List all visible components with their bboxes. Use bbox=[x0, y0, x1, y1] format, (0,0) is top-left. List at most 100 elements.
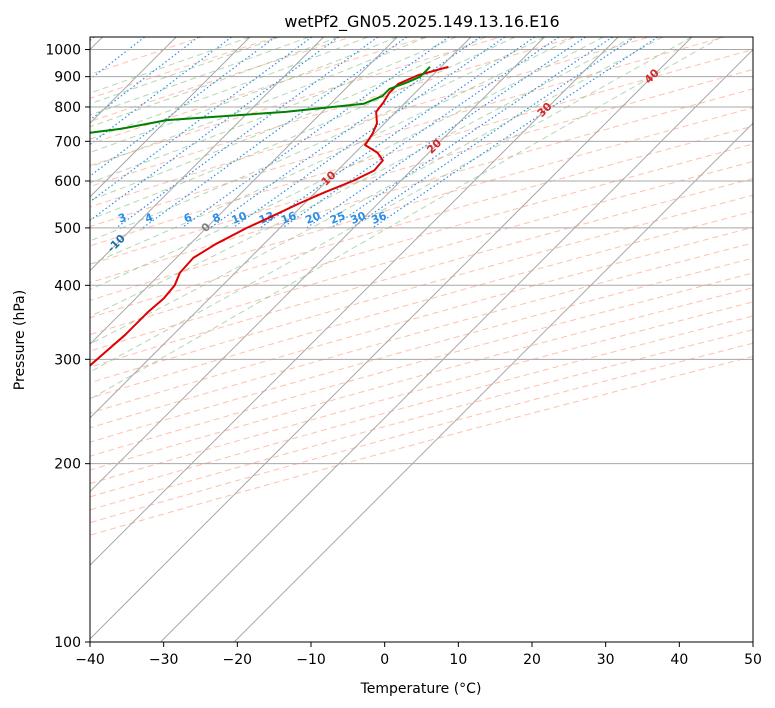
mixing-ratio-label: 16 bbox=[279, 209, 298, 227]
isotherms bbox=[90, 37, 753, 642]
y-tick-label: 500 bbox=[54, 221, 81, 237]
mixing-ratio-line bbox=[351, 37, 636, 229]
moist-adiabat-line bbox=[90, 37, 309, 116]
mixing-ratio-label: 20 bbox=[303, 209, 322, 227]
x-tick-label: 30 bbox=[597, 652, 615, 668]
moist-adiabat-line bbox=[90, 37, 457, 184]
moist-adiabat-line bbox=[90, 37, 280, 105]
x-tick-label: 0 bbox=[380, 652, 389, 668]
moist-adiabat-line bbox=[90, 37, 398, 154]
y-axis-title: Pressure (hPa) bbox=[12, 290, 28, 390]
moist-adiabat-line bbox=[90, 37, 427, 168]
mixing-ratio-label: 10 bbox=[230, 209, 249, 227]
chart-title: wetPf2_GN05.2025.149.13.16.E16 bbox=[284, 12, 559, 32]
isotherm-line bbox=[90, 37, 545, 493]
dry-adiabat-line bbox=[90, 37, 725, 228]
moist-adiabat-line bbox=[90, 37, 368, 140]
mixing-ratio-line bbox=[306, 37, 586, 229]
dry-adiabat-line bbox=[90, 88, 753, 284]
dry-adiabat-line bbox=[90, 329, 753, 511]
y-tick-label: 700 bbox=[54, 134, 81, 150]
temperature-line bbox=[90, 65, 449, 367]
mixing-ratio-line bbox=[372, 37, 659, 229]
isotherm-line bbox=[90, 37, 693, 640]
dry-adiabat-line bbox=[90, 143, 753, 336]
x-tick-label: −10 bbox=[296, 652, 326, 668]
y-tick-label: 800 bbox=[54, 100, 81, 116]
y-tick-label: 1000 bbox=[45, 43, 81, 59]
moist-adiabats bbox=[90, 37, 722, 400]
y-tick-label: 600 bbox=[54, 174, 81, 190]
dry-adiabat-line bbox=[90, 226, 753, 414]
mixing-ratio-line bbox=[209, 37, 481, 229]
dry-adiabat-line bbox=[90, 68, 753, 266]
isotherm-line bbox=[90, 37, 472, 419]
dry-adiabat-line bbox=[90, 342, 753, 524]
mixing-ratio-line bbox=[90, 37, 95, 42]
moist-adiabat-line bbox=[90, 37, 604, 291]
y-tick-label: 400 bbox=[54, 278, 81, 294]
mixing-ratio-label: 30 bbox=[349, 209, 368, 227]
dry-adiabat-line bbox=[90, 242, 753, 429]
moist-adiabat-line bbox=[90, 37, 516, 221]
isotherm-line bbox=[160, 48, 753, 642]
dry-adiabat-line bbox=[90, 272, 753, 457]
mixing-ratio-line bbox=[259, 37, 536, 229]
isotherm-line bbox=[233, 122, 753, 642]
x-tick-label: −20 bbox=[223, 652, 253, 668]
dry-adiabat-line bbox=[90, 37, 426, 145]
mixing-ratio-line bbox=[181, 37, 450, 229]
isotherm-line bbox=[90, 37, 619, 566]
x-tick-label: −40 bbox=[75, 652, 105, 668]
dry-adiabat-line bbox=[90, 107, 753, 301]
sounding-series bbox=[90, 65, 449, 367]
moist-adiabat-line bbox=[90, 37, 722, 400]
dry-adiabat-line bbox=[90, 301, 753, 485]
x-tick-label: 50 bbox=[744, 652, 762, 668]
moist-adiabat-line bbox=[90, 37, 634, 317]
mixing-ratio-label: 4 bbox=[143, 210, 155, 225]
dry-adiabat-line bbox=[90, 257, 753, 443]
moist-adiabat-line bbox=[90, 37, 251, 94]
dewpoint-line bbox=[90, 66, 431, 134]
moist-adiabat-line bbox=[90, 37, 693, 373]
y-tick-label: 900 bbox=[54, 70, 81, 86]
moist-adiabat-line bbox=[90, 37, 575, 265]
dry-adiabat-line bbox=[90, 287, 753, 471]
dry-adiabat-line bbox=[90, 49, 753, 247]
moist-adiabat-line bbox=[90, 37, 486, 201]
x-tick-label: 20 bbox=[523, 652, 541, 668]
mixing-ratio-label: 3 bbox=[116, 211, 128, 226]
x-tick-label: −30 bbox=[149, 652, 179, 668]
mixing-ratio-label: 1 bbox=[22, 211, 34, 226]
y-tick-label: 100 bbox=[54, 635, 81, 651]
mixing-ratio-label: 25 bbox=[328, 209, 347, 227]
dry-adiabat-line bbox=[90, 125, 753, 319]
pressure-gridlines bbox=[90, 49, 753, 642]
dry-adiabat-line bbox=[90, 194, 753, 384]
dry-adiabat-line bbox=[90, 177, 753, 368]
y-axis: 100 200 300 400 500 600 700 800 900 1000 bbox=[45, 43, 90, 651]
dry-adiabat-line bbox=[90, 210, 753, 399]
isotherm-label: -20 bbox=[23, 240, 46, 263]
dry-adiabat-line bbox=[90, 37, 351, 123]
dry-adiabat-line bbox=[90, 160, 753, 352]
dry-adiabats bbox=[90, 37, 753, 536]
x-axis-title: Temperature (°C) bbox=[360, 681, 482, 697]
dry-adiabat-line bbox=[90, 37, 501, 167]
mixing-ratio-line bbox=[90, 37, 339, 222]
mixing-ratio-line bbox=[90, 37, 199, 121]
mixing-ratio-line bbox=[90, 37, 145, 81]
isotherm-line bbox=[90, 37, 398, 345]
plot-frame bbox=[89, 36, 754, 643]
mixing-ratio-label: 36 bbox=[369, 209, 388, 227]
y-tick-label: 200 bbox=[54, 457, 81, 473]
dry-adiabat-line bbox=[90, 315, 753, 498]
moist-adiabat-line bbox=[90, 37, 339, 128]
mixing-ratio-line bbox=[115, 37, 379, 229]
dry-adiabat-line bbox=[90, 37, 650, 208]
isopleth-labels: 0.10.20.40.611.52346810131620253036-100-… bbox=[22, 66, 662, 263]
x-tick-label: 10 bbox=[449, 652, 467, 668]
x-tick-label: 40 bbox=[670, 652, 688, 668]
